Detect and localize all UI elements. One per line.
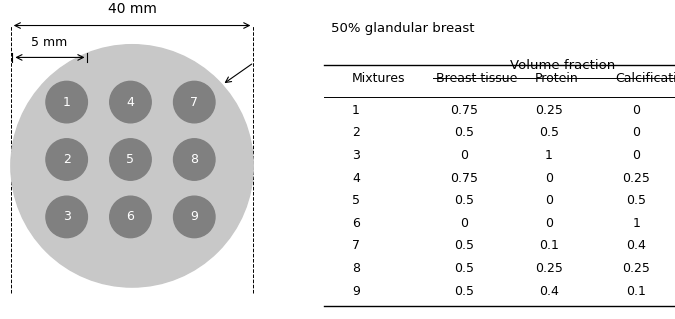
Circle shape bbox=[110, 139, 151, 180]
Text: Calcification: Calcification bbox=[616, 71, 675, 85]
Text: 50% glandular breast: 50% glandular breast bbox=[331, 22, 475, 35]
Text: 7: 7 bbox=[352, 240, 360, 252]
Text: 9: 9 bbox=[190, 211, 198, 223]
Circle shape bbox=[110, 81, 151, 123]
Text: 0: 0 bbox=[632, 149, 641, 162]
Text: 0.25: 0.25 bbox=[622, 172, 650, 184]
Text: 5 mm: 5 mm bbox=[31, 36, 68, 49]
Text: 1: 1 bbox=[63, 96, 71, 108]
Text: 0.25: 0.25 bbox=[535, 104, 562, 116]
Circle shape bbox=[173, 196, 215, 238]
Text: 0.4: 0.4 bbox=[626, 240, 647, 252]
Text: 8: 8 bbox=[352, 262, 360, 275]
Text: 5: 5 bbox=[352, 194, 360, 207]
Text: 0: 0 bbox=[545, 172, 553, 184]
Text: 1: 1 bbox=[545, 149, 553, 162]
Text: 0: 0 bbox=[632, 126, 641, 139]
Circle shape bbox=[46, 196, 87, 238]
Text: Mixtures: Mixtures bbox=[352, 71, 406, 85]
Text: 0.5: 0.5 bbox=[539, 126, 559, 139]
Circle shape bbox=[110, 196, 151, 238]
Text: 9: 9 bbox=[352, 285, 360, 298]
Text: 0.25: 0.25 bbox=[622, 262, 650, 275]
Text: Breast tissue: Breast tissue bbox=[436, 71, 518, 85]
Text: 0: 0 bbox=[460, 149, 468, 162]
Circle shape bbox=[173, 139, 215, 180]
Text: 0.4: 0.4 bbox=[539, 285, 559, 298]
Text: Volume fraction: Volume fraction bbox=[510, 59, 616, 72]
Text: 0.5: 0.5 bbox=[454, 240, 475, 252]
Text: 0.25: 0.25 bbox=[535, 262, 562, 275]
Text: 3: 3 bbox=[352, 149, 360, 162]
Text: 0: 0 bbox=[545, 194, 553, 207]
Text: 0.5: 0.5 bbox=[454, 194, 475, 207]
Text: 7: 7 bbox=[190, 96, 198, 108]
Text: 0.75: 0.75 bbox=[450, 104, 479, 116]
Text: 1: 1 bbox=[632, 217, 641, 230]
Text: 0.5: 0.5 bbox=[626, 194, 647, 207]
Circle shape bbox=[46, 81, 87, 123]
Text: 6: 6 bbox=[352, 217, 360, 230]
Text: 2: 2 bbox=[63, 153, 71, 166]
Text: 0.1: 0.1 bbox=[626, 285, 647, 298]
Text: 0.5: 0.5 bbox=[454, 262, 475, 275]
Text: 3: 3 bbox=[63, 211, 71, 223]
Circle shape bbox=[46, 139, 87, 180]
Text: 40 mm: 40 mm bbox=[107, 2, 157, 16]
Text: 5: 5 bbox=[126, 153, 134, 166]
Text: Protein: Protein bbox=[535, 71, 578, 85]
Text: 0.1: 0.1 bbox=[539, 240, 559, 252]
Text: 0.75: 0.75 bbox=[450, 172, 479, 184]
Text: 0: 0 bbox=[545, 217, 553, 230]
Text: 0: 0 bbox=[632, 104, 641, 116]
Text: 4: 4 bbox=[352, 172, 360, 184]
Circle shape bbox=[173, 81, 215, 123]
Text: 4: 4 bbox=[126, 96, 134, 108]
Circle shape bbox=[11, 45, 253, 287]
Text: 0: 0 bbox=[460, 217, 468, 230]
Text: 1: 1 bbox=[352, 104, 360, 116]
Text: 6: 6 bbox=[126, 211, 134, 223]
Text: 8: 8 bbox=[190, 153, 198, 166]
Text: 2: 2 bbox=[352, 126, 360, 139]
Text: 0.5: 0.5 bbox=[454, 285, 475, 298]
Text: 0.5: 0.5 bbox=[454, 126, 475, 139]
